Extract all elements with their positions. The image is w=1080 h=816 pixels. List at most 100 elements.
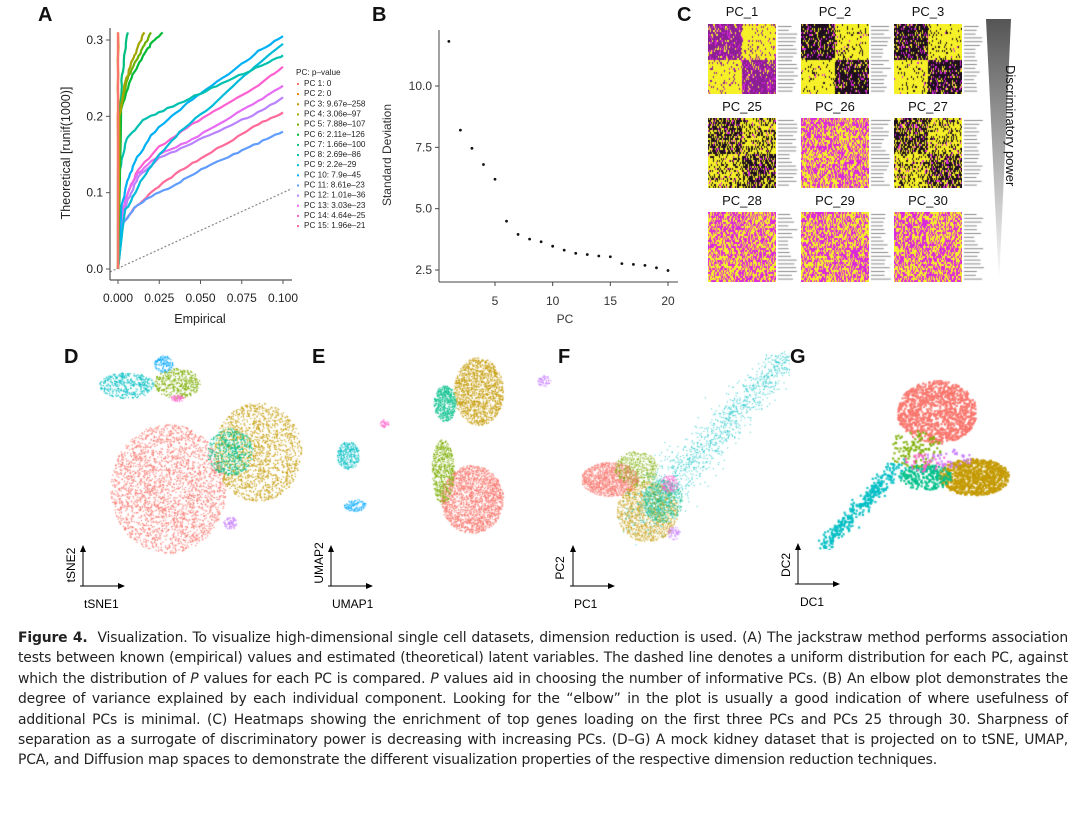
legend-key <box>297 184 299 187</box>
elbow-point <box>574 251 578 255</box>
heatmap-title: PC_2 <box>818 4 852 19</box>
legend-item: PC 7: 1.66e–100 <box>304 140 366 149</box>
heatmap <box>708 24 776 94</box>
f-ylabel: PC2 <box>553 556 567 580</box>
uniform-reference-line <box>109 187 293 273</box>
elbow-point <box>608 255 612 259</box>
a-xtick-label: 0.000 <box>103 291 133 305</box>
legend-item: PC 12: 1.01e–36 <box>304 191 366 200</box>
panel-label-d: D <box>64 346 79 368</box>
legend-title: PC: p–value <box>296 68 341 77</box>
umap-scatter <box>330 355 555 555</box>
gene-labels <box>870 212 892 282</box>
a-xtick-label: 0.100 <box>268 291 298 305</box>
legend-item: PC 13: 3.03e–23 <box>304 201 366 210</box>
legend-item: PC 4: 3.06e–97 <box>304 109 361 118</box>
legend-item: PC 8: 2.69e–86 <box>304 150 361 159</box>
legend-key <box>297 225 299 228</box>
jackstraw-line <box>116 96 284 270</box>
jackstraw-line <box>116 31 164 270</box>
elbow-point <box>551 244 555 248</box>
panel-label-b: B <box>372 4 387 26</box>
legend-item: PC 6: 2.11e–126 <box>304 130 365 139</box>
caption-body: Visualization. To visualize high-dimensi… <box>18 630 1068 768</box>
caption-text: values for each PC is compared. <box>198 670 431 687</box>
legend-key <box>297 93 299 96</box>
a-ytick-label: 0.3 <box>86 33 103 47</box>
b-x-axis-label: PC <box>557 312 574 326</box>
panel-label-c: C <box>677 4 692 26</box>
pca-scatter <box>570 350 790 565</box>
heatmap-title: PC_30 <box>908 193 948 208</box>
heatmap-title: PC_27 <box>908 99 948 114</box>
gene-labels <box>777 118 799 188</box>
b-ytick-label: 5.0 <box>415 202 432 216</box>
a-xtick-label: 0.050 <box>185 291 215 305</box>
heatmap-title: PC_1 <box>725 4 759 19</box>
heatmap <box>708 212 776 282</box>
elbow-point <box>505 219 508 223</box>
legend-item: PC 9: 2.2e–29 <box>304 160 357 169</box>
heatmap <box>894 118 962 188</box>
f-xlabel: PC1 <box>574 597 598 611</box>
elbow-point <box>597 254 601 258</box>
heatmap-title: PC_28 <box>722 193 762 208</box>
elbow-point <box>447 39 451 43</box>
b-xtick-label: 15 <box>604 294 618 308</box>
legend-item: PC 1: 0 <box>304 79 332 88</box>
legend-key <box>297 214 299 217</box>
elbow-point <box>643 263 647 267</box>
gene-labels <box>777 212 799 282</box>
b-ytick-label: 7.5 <box>415 140 432 154</box>
italic-p: P <box>190 670 199 687</box>
caption-text: Visualization. To visualize high-dimensi… <box>18 630 1068 687</box>
elbow-point <box>632 262 635 266</box>
legend-item: PC 11: 8.61e–23 <box>304 181 365 190</box>
elbow-point <box>482 163 485 166</box>
heatmap-title: PC_29 <box>815 193 855 208</box>
heatmap-title: PC_25 <box>722 99 762 114</box>
elbow-plot: 2.5 5.0 7.5 10.0 5 10 15 20 PC Standard Deviat… <box>380 30 678 326</box>
legend-key <box>297 123 299 126</box>
elbow-point <box>470 146 474 150</box>
d-xlabel: tSNE1 <box>84 597 119 611</box>
heatmap <box>801 212 869 282</box>
e-xlabel: UMAP1 <box>332 597 374 611</box>
gene-labels <box>963 212 985 282</box>
panel-label-f: F <box>558 346 571 368</box>
a-xtick-label: 0.025 <box>144 291 174 305</box>
legend-key <box>297 83 299 85</box>
legend-key <box>297 204 299 207</box>
legend-key <box>297 174 299 177</box>
g-xlabel: DC1 <box>800 595 824 609</box>
gene-labels <box>870 24 892 94</box>
italic-p: P <box>430 670 439 687</box>
jackstraw-line <box>116 31 146 270</box>
legend-item: PC 10: 7.9e–45 <box>304 170 361 179</box>
elbow-point <box>493 177 497 181</box>
b-ytick-label: 10.0 <box>409 79 433 93</box>
a-x-axis-label: Empirical <box>174 312 225 326</box>
b-xtick-label: 5 <box>492 294 499 308</box>
d-ylabel: tSNE2 <box>64 547 78 582</box>
a-xtick-label: 0.075 <box>227 291 257 305</box>
gene-labels <box>777 24 799 94</box>
jackstraw-line <box>116 130 284 270</box>
jackstraw-line <box>116 42 284 270</box>
elbow-point <box>666 269 670 272</box>
figure-caption: Figure 4. Visualization. To visualize hi… <box>18 628 1068 771</box>
heatmap <box>801 118 869 188</box>
b-xtick-label: 10 <box>546 294 560 308</box>
legend-key <box>297 103 299 106</box>
heatmap-title: PC_26 <box>815 99 855 114</box>
panel-label-g: G <box>790 346 806 368</box>
elbow-point <box>655 266 658 270</box>
tsne-scatter <box>85 355 315 570</box>
b-xtick-label: 20 <box>661 294 675 308</box>
elbow-point <box>585 253 589 256</box>
diffusion-map-scatter <box>815 365 1035 550</box>
discriminatory-power-label: Discriminatory power <box>1003 65 1018 187</box>
a-ytick-label: 0.1 <box>86 186 103 200</box>
legend-item: PC 14: 4.64e–25 <box>304 211 366 220</box>
legend-item: PC 3: 9.67e–258 <box>304 99 366 108</box>
